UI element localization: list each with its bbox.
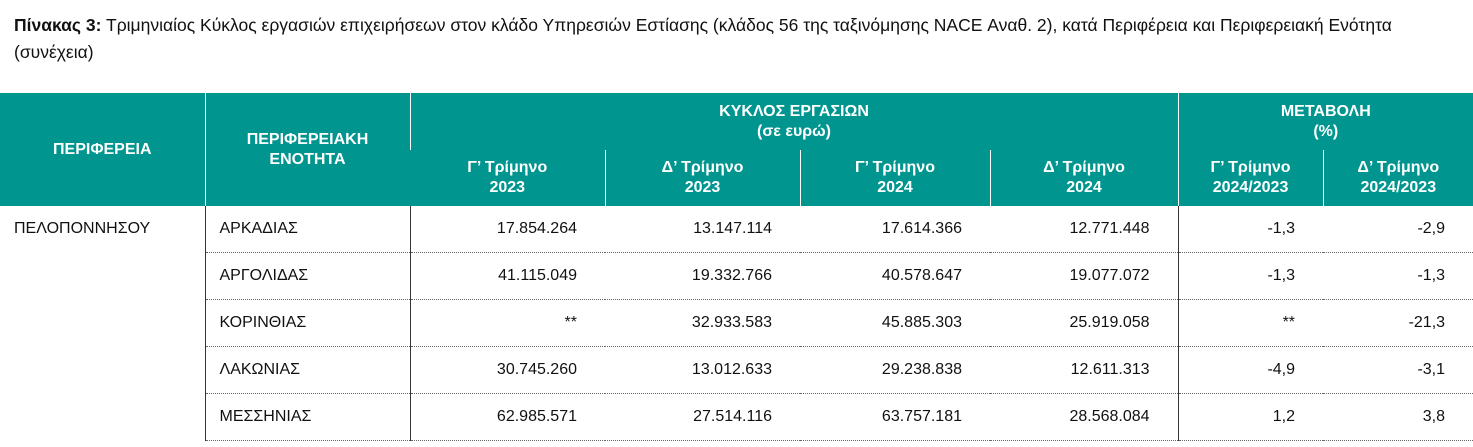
value-cell: 63.757.181 xyxy=(800,393,990,441)
title-text: Τριμηνιαίος Κύκλος εργασιών επιχειρήσεων… xyxy=(14,15,1392,62)
header-subcolumn: Γ’ Τρίμηνο 2024 xyxy=(799,150,990,206)
value-cell: 28.568.084 xyxy=(990,393,1179,441)
value-cell: 19.077.072 xyxy=(990,252,1179,300)
value-cell: ** xyxy=(409,299,605,347)
header-change-unit: (%) xyxy=(1313,122,1339,140)
header-subcolumn: Γ’ Τρίμηνο 2023 xyxy=(410,150,605,206)
value-cell: 27.514.116 xyxy=(605,393,800,441)
table-row: ΠΕΛΟΠΟΝΝΗΣΟΥ ΑΡΚΑΔΙΑΣ 17.854.264 13.147.114… xyxy=(0,206,1473,253)
value-cell: -1,3 xyxy=(1177,252,1324,300)
value-cell: 62.985.571 xyxy=(409,393,605,441)
value-cell: 12.771.448 xyxy=(990,206,1179,253)
value-cell: 25.919.058 xyxy=(990,299,1179,347)
header-subcolumn: Δ’ Τρίμηνο 2024/2023 xyxy=(1322,150,1473,206)
value-cell: 17.854.264 xyxy=(409,206,605,253)
header-subcolumn-line: 2023 xyxy=(489,179,526,196)
value-cell: ** xyxy=(1177,299,1324,347)
header-change: ΜΕΤΑΒΟΛΗ (%) xyxy=(1177,93,1473,150)
header-subcolumn: Δ’ Τρίμηνο 2023 xyxy=(604,150,800,206)
header-subcolumn-line: Γ’ Τρίμηνο xyxy=(855,159,935,176)
value-cell: -1,3 xyxy=(1323,252,1473,300)
table-title: Πίνακας 3: Τριμηνιαίος Κύκλος εργασιών ε… xyxy=(14,12,1464,66)
title-label: Πίνακας 3: xyxy=(14,15,102,35)
header-subcolumn-line: Γ’ Τρίμηνο xyxy=(467,159,548,176)
header-subcolumn-line: Γ’ Τρίμηνο xyxy=(1210,159,1291,176)
table-row: ΚΟΡΙΝΘΙΑΣ ** 32.933.583 45.885.303 25.919.05… xyxy=(0,299,1473,347)
value-cell: 13.012.633 xyxy=(605,346,800,394)
header-subcolumn-line: Δ’ Τρίμηνο xyxy=(1043,159,1125,176)
value-cell: 3,8 xyxy=(1323,393,1473,441)
value-cell: 12.611.313 xyxy=(990,346,1179,394)
region-cell: ΠΕΛΟΠΟΝΝΗΣΟΥ xyxy=(14,220,151,237)
value-cell: 19.332.766 xyxy=(605,252,800,300)
value-cell: -3,1 xyxy=(1323,346,1473,394)
value-cell: 17.614.366 xyxy=(800,206,990,253)
header-subcolumn-line: Δ’ Τρίμηνο xyxy=(661,159,744,176)
value-cell: -4,9 xyxy=(1177,346,1324,394)
data-table: ΠΕΡΙΦΕΡΕΙΑ ΠΕΡΙΦΕΡΕΙΑΚΗ ΕΝΟΤΗΤΑ ΚΥΚΛΟΣ Ε… xyxy=(0,93,1473,441)
header-change-title: ΜΕΤΑΒΟΛΗ xyxy=(1280,102,1371,120)
table-row: ΛΑΚΩΝΙΑΣ 30.745.260 13.012.633 29.238.838 12… xyxy=(0,346,1473,394)
header-turnover-title: ΚΥΚΛΟΣ ΕΡΓΑΣΙΩΝ xyxy=(719,102,869,120)
header-region: ΠΕΡΙΦΕΡΕΙΑ xyxy=(0,93,205,206)
header-subcolumn-line: Δ’ Τρίμηνο xyxy=(1357,159,1440,176)
value-cell: 32.933.583 xyxy=(605,299,800,347)
unit-cell: ΑΡΚΑΔΙΑΣ xyxy=(204,206,410,253)
value-cell: 30.745.260 xyxy=(409,346,605,394)
value-cell: -1,3 xyxy=(1177,206,1324,253)
unit-cell: ΚΟΡΙΝΘΙΑΣ xyxy=(204,299,410,347)
value-cell: 45.885.303 xyxy=(800,299,990,347)
value-cell: -2,9 xyxy=(1323,206,1473,253)
header-subcolumn: Δ’ Τρίμηνο 2024 xyxy=(989,150,1179,206)
value-cell: 29.238.838 xyxy=(800,346,990,394)
header-subcolumn-line: 2024 xyxy=(1066,179,1102,196)
table-row: ΜΕΣΣΗΝΙΑΣ 62.985.571 27.514.116 63.757.181 2… xyxy=(0,393,1473,441)
value-cell: 1,2 xyxy=(1177,393,1324,441)
header-turnover-unit: (σε ευρώ) xyxy=(757,122,831,140)
header-subcolumn-line: 2023 xyxy=(684,179,721,196)
header-subcolumn: Γ’ Τρίμηνο 2024/2023 xyxy=(1177,150,1324,206)
header-subcolumn-line: 2024/2023 xyxy=(1212,179,1289,196)
header-subcolumn-line: 2024 xyxy=(877,179,913,196)
header-turnover: ΚΥΚΛΟΣ ΕΡΓΑΣΙΩΝ (σε ευρώ) xyxy=(409,93,1179,150)
unit-cell: ΜΕΣΣΗΝΙΑΣ xyxy=(204,393,410,441)
unit-cell: ΑΡΓΟΛΙΔΑΣ xyxy=(204,252,410,300)
value-cell: 13.147.114 xyxy=(605,206,800,253)
unit-cell: ΛΑΚΩΝΙΑΣ xyxy=(204,346,410,394)
header-subcolumn-line: 2024/2023 xyxy=(1360,179,1437,196)
value-cell: 40.578.647 xyxy=(800,252,990,300)
value-cell: 41.115.049 xyxy=(409,252,605,300)
value-cell: -21,3 xyxy=(1323,299,1473,347)
header-unit: ΠΕΡΙΦΕΡΕΙΑΚΗ ΕΝΟΤΗΤΑ xyxy=(204,93,410,206)
table-row: ΑΡΓΟΛΙΔΑΣ 41.115.049 19.332.766 40.578.647 1… xyxy=(0,252,1473,300)
